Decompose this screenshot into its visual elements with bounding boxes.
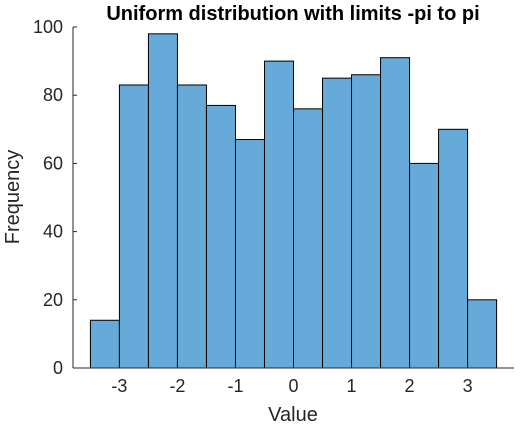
histogram-bar	[147, 33, 178, 369]
y-ticks-group: 0 20 40 60 80 100	[33, 17, 77, 378]
x-tick-label: 2	[405, 376, 415, 396]
x-axis-label: Value	[268, 404, 318, 425]
y-tick-label: 0	[53, 358, 63, 378]
x-tick-label: 1	[347, 376, 357, 396]
y-tick-label: 20	[43, 290, 63, 310]
histogram-bar	[322, 77, 353, 369]
histogram-bar	[467, 299, 498, 369]
y-tick-label: 80	[43, 85, 63, 105]
x-tick-label: -2	[169, 376, 185, 396]
histogram-bar	[409, 162, 440, 369]
histogram-bar	[351, 74, 382, 369]
histogram-bar	[380, 57, 411, 369]
histogram-bar	[118, 84, 149, 369]
y-tick-label: 100	[33, 17, 63, 37]
histogram-bar	[234, 139, 265, 369]
bars-group	[89, 33, 498, 369]
histogram-bar	[438, 128, 469, 369]
histogram-bar	[176, 84, 207, 369]
histogram-bar	[293, 108, 324, 369]
chart-title: Uniform distribution with limits -pi to …	[106, 3, 479, 25]
x-tick-label: -3	[111, 376, 127, 396]
y-tick-label: 60	[43, 153, 63, 173]
histogram-bar	[263, 60, 295, 369]
histogram-bar	[205, 104, 236, 369]
x-tick-label: 3	[463, 376, 473, 396]
y-axis-label: Frequency	[2, 150, 24, 245]
y-tick-label: 40	[43, 222, 63, 242]
x-tick-label: -1	[227, 376, 243, 396]
x-tick-label: 0	[288, 376, 298, 396]
histogram-bar	[89, 319, 120, 369]
x-ticks-group: -3 -2 -1 0 1 2 3	[111, 364, 473, 396]
